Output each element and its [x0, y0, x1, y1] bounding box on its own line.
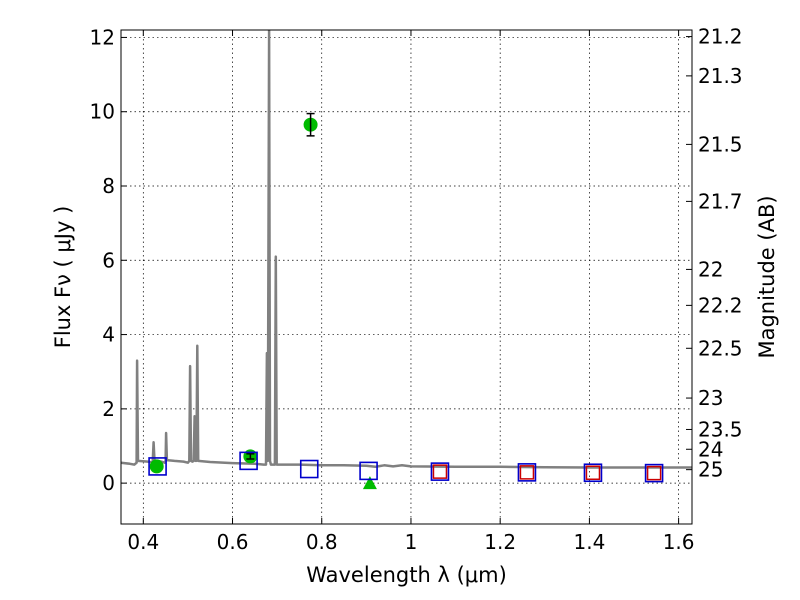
model-photometry-inner-square: [585, 465, 601, 480]
magnitude-tick-label: 25: [698, 458, 723, 482]
x-tick-label: 0.6: [217, 530, 249, 554]
magnitude-tick-label: 21.7: [698, 189, 743, 213]
magnitude-tick-label: 23: [698, 386, 723, 410]
magnitude-tick-label: 24: [698, 437, 723, 461]
y-tick-label: 10: [90, 100, 115, 124]
model-photometry-square: [430, 462, 450, 481]
plot-frame: [120, 29, 693, 525]
model-photometry-square: [148, 457, 167, 476]
magnitude-tick-label: 23.5: [698, 417, 743, 441]
magnitude-tick-label: 22: [698, 257, 723, 281]
model-photometry-square: [359, 461, 378, 481]
x-tick-label: 0.4: [127, 530, 159, 554]
x-axis-label: Wavelength λ (μm): [306, 563, 507, 587]
y-axis-label: Flux Fν ( μJy ): [51, 206, 75, 349]
model-photometry-square: [644, 463, 664, 483]
y-tick-label: 2: [102, 397, 115, 421]
x-tick-label: 1.2: [484, 530, 516, 554]
y-tick-label: 0: [102, 471, 115, 495]
model-photometry-square: [299, 459, 319, 479]
model-photometry-square: [517, 463, 537, 482]
observed-flux-point: [149, 459, 164, 474]
magnitude-tick-label: 21.3: [698, 64, 743, 88]
magnitude-tick-label: 21.2: [698, 25, 743, 49]
upper-limit-triangle: [362, 476, 377, 490]
magnitude-tick-label: 22.2: [698, 293, 743, 317]
y-tick-label: 6: [102, 248, 115, 272]
model-photometry-square: [239, 451, 258, 471]
y-tick-label: 4: [102, 323, 115, 347]
magnitude-axis-label: Magnitude (AB): [755, 195, 779, 358]
grid-lines: [121, 30, 692, 524]
magnitude-tick-label: 21.5: [698, 132, 743, 156]
x-tick-label: 1.4: [573, 530, 605, 554]
model-photometry-square: [583, 463, 603, 483]
x-tick-label: 1: [405, 530, 418, 554]
model-photometry-inner-square: [646, 465, 662, 481]
model-photometry-inner-square: [432, 464, 448, 479]
model-photometry-inner-square: [519, 465, 535, 480]
model-spectrum-line: [121, 30, 692, 469]
x-tick-label: 0.8: [306, 530, 338, 554]
magnitude-tick-label: 22.5: [698, 336, 743, 360]
y-tick-label: 12: [90, 25, 115, 49]
x-tick-label: 1.6: [663, 530, 695, 554]
plot-series: [121, 30, 692, 490]
y-tick-label: 8: [102, 174, 115, 198]
